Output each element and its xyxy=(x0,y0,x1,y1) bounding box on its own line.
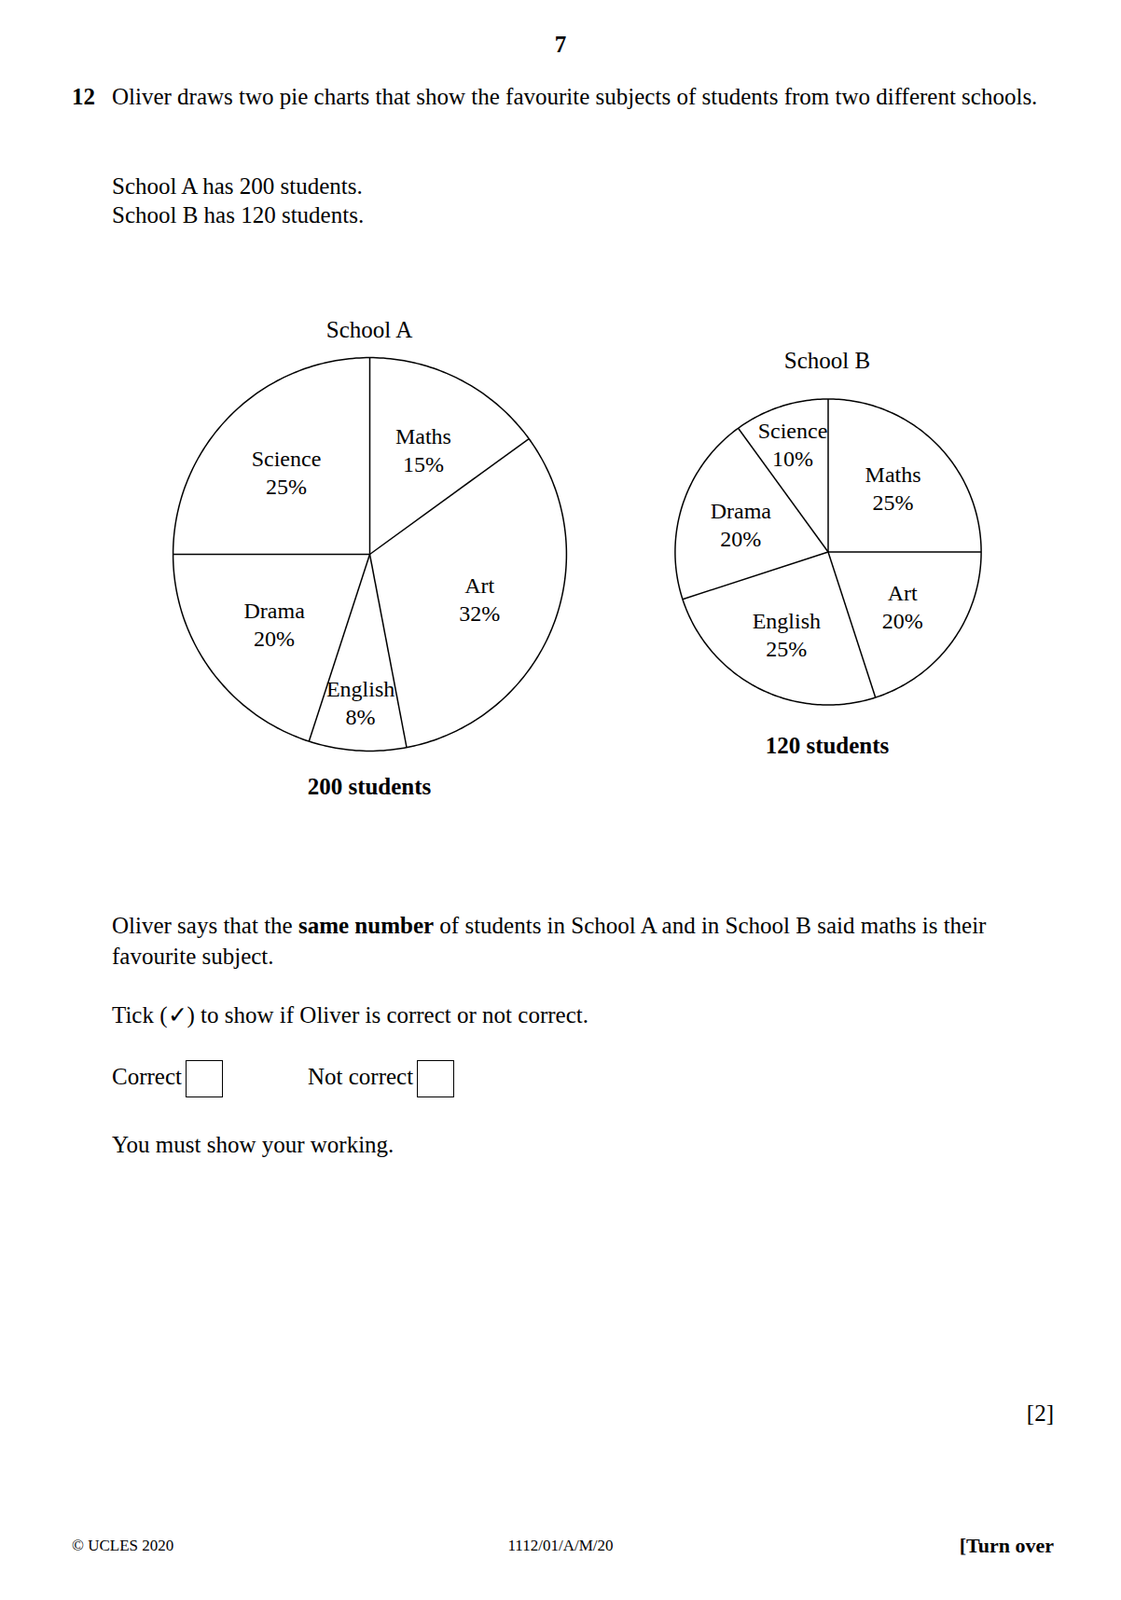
html-text:Correct: Correct xyxy=(111,1063,182,1090)
html-text:© UCLES 2020: © UCLES 2020 xyxy=(71,1536,174,1555)
svg-text:Maths15%: Maths15% xyxy=(395,424,452,477)
html-text:School B has 120 students.: School B has 120 students. xyxy=(111,202,364,228)
html-text:Oliver says that the same numb: Oliver says that the same number of stud… xyxy=(111,913,987,969)
html-text:200 students: 200 students xyxy=(307,774,432,800)
svg-text:English8%: English8% xyxy=(326,677,395,730)
svg-text:Drama20%: Drama20% xyxy=(243,598,305,651)
html-text:Oliver draws two pie charts th: Oliver draws two pie charts that show th… xyxy=(111,83,1038,110)
svg-text:Drama20%: Drama20% xyxy=(709,498,772,552)
html-text:[Turn over: [Turn over xyxy=(959,1534,1054,1558)
html-text:You must show your working.: You must show your working. xyxy=(111,1132,394,1158)
svg-text:Art32%: Art32% xyxy=(458,573,500,626)
html-text:1112/01/A/M/20: 1112/01/A/M/20 xyxy=(507,1536,614,1555)
html-text:12: 12 xyxy=(71,83,96,110)
html-text:Tick (✓) to show if Oliver is: Tick (✓) to show if Oliver is correct or… xyxy=(111,1002,589,1028)
svg-text:Art20%: Art20% xyxy=(881,581,923,634)
svg-text:Science25%: Science25% xyxy=(251,446,322,499)
html-text:7: 7 xyxy=(554,31,567,57)
html-text:School A: School A xyxy=(326,317,413,343)
html-text:120 students: 120 students xyxy=(765,733,890,759)
html-text:School B: School B xyxy=(784,347,871,374)
html-text:School A has 200 students.: School A has 200 students. xyxy=(111,173,363,199)
html-text:Not correct: Not correct xyxy=(307,1063,414,1090)
svg-text:Maths25%: Maths25% xyxy=(864,461,921,514)
svg-text:Science10%: Science10% xyxy=(757,417,828,471)
svg-text:English25%: English25% xyxy=(751,608,820,662)
html-text:[2]: [2] xyxy=(1026,1400,1054,1426)
